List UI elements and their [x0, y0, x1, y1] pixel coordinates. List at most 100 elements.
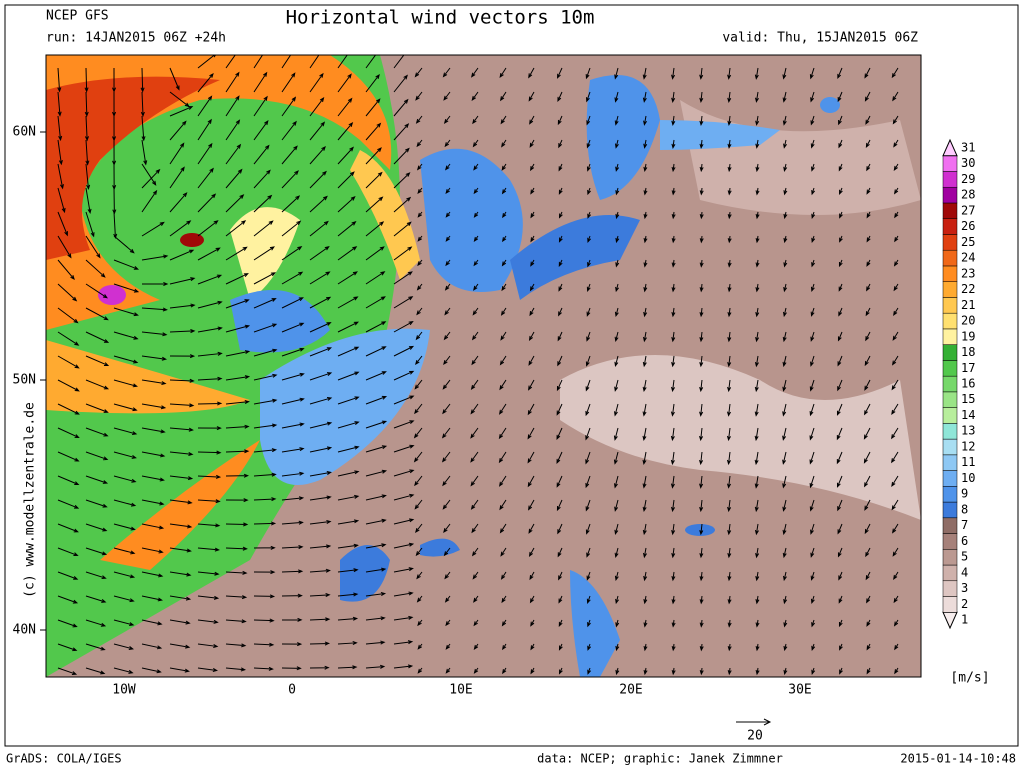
colorbar-cell [942, 202, 958, 219]
colorbar-cell [942, 297, 958, 314]
wind-arrow [866, 643, 871, 651]
wind-arrow [614, 115, 619, 126]
wind-arrow [84, 115, 89, 142]
wind-arrow [393, 196, 412, 213]
footer-right: 2015-01-14-10:48 [900, 752, 1016, 766]
wind-arrow [281, 322, 305, 333]
wind-arrow [197, 474, 222, 479]
wind-arrow [393, 615, 414, 621]
wind-arrow [754, 67, 759, 80]
wind-arrow [57, 163, 64, 190]
wind-arrow [253, 194, 273, 213]
wind-arrow [727, 283, 732, 293]
wind-arrow [253, 71, 268, 93]
wind-arrow [309, 495, 332, 501]
wind-arrow [415, 331, 423, 341]
wind-arrow [197, 300, 223, 309]
wind-arrow [810, 547, 815, 558]
wind-arrow [866, 259, 871, 267]
wind-arrow [393, 395, 415, 405]
wind-arrow [57, 187, 66, 214]
wind-arrow [393, 640, 414, 645]
wind-arrow [810, 595, 815, 605]
wind-arrow [197, 95, 213, 117]
wind-arrow [365, 271, 386, 285]
wind-arrow [642, 379, 647, 393]
wind-arrow [169, 329, 196, 334]
wind-arrow [755, 235, 760, 244]
wind-arrow [755, 619, 760, 628]
wind-arrow [253, 348, 278, 357]
wind-arrow [864, 67, 871, 79]
wind-arrow [253, 545, 276, 550]
wind-arrow [643, 211, 648, 220]
wind-arrow [811, 163, 815, 172]
wind-arrow [414, 67, 423, 78]
wind-arrow [113, 379, 138, 388]
wind-arrow [281, 96, 297, 117]
wind-arrow [527, 451, 535, 464]
wind-arrow [85, 595, 107, 603]
wind-arrow [85, 307, 109, 321]
wind-arrow [169, 67, 180, 91]
wind-arrow [501, 619, 507, 627]
wind-arrow [528, 499, 535, 511]
wind-arrow [558, 139, 563, 149]
wind-arrow [417, 235, 423, 242]
wind-arrow [141, 619, 163, 626]
wind-arrow [499, 355, 507, 366]
wind-arrow [727, 403, 732, 417]
wind-arrow [57, 451, 80, 462]
wind-arrow [642, 475, 647, 489]
colorbar-label: 3 [961, 581, 968, 595]
colorbar-label: 9 [961, 487, 968, 501]
wind-arrow [169, 499, 193, 505]
wind-arrow [699, 163, 704, 173]
colorbar-cell [942, 549, 958, 566]
wind-arrow [783, 187, 788, 196]
map [46, 55, 921, 677]
wind-arrow [866, 595, 871, 604]
wind-arrow [864, 499, 871, 511]
wind-arrow [727, 595, 732, 605]
wind-arrow [169, 547, 192, 553]
colorbar-cell [942, 234, 958, 251]
wind-arrow [393, 221, 412, 237]
wind-arrow [809, 379, 815, 392]
wind-arrow [57, 211, 68, 237]
wind-arrow [443, 115, 451, 124]
wind-arrow [671, 259, 676, 268]
wind-arrow [671, 547, 676, 559]
wind-arrow [365, 147, 382, 165]
wind-arrow [671, 355, 676, 368]
wind-arrow [141, 475, 165, 482]
wind-arrow [671, 163, 676, 173]
colorbar-cell [942, 312, 958, 330]
wind-arrow [585, 67, 591, 80]
wind-arrow [225, 194, 245, 213]
wind-arrow [225, 570, 248, 575]
wind-arrow [699, 331, 704, 343]
wind-arrow [141, 331, 168, 337]
wind-arrow [838, 571, 843, 581]
wind-arrow [57, 91, 62, 117]
wind-arrow [281, 447, 305, 453]
wind-arrow [393, 420, 415, 429]
wind-arrow [225, 299, 250, 309]
wind-arrow [113, 595, 135, 603]
wind-arrow [281, 397, 305, 405]
wind-arrow [169, 354, 196, 359]
wind-arrow [225, 273, 249, 285]
wind-arrow [57, 619, 78, 628]
wind-arrow [197, 72, 214, 93]
wind-arrow [169, 106, 194, 117]
wind-arrow [197, 326, 223, 333]
wind-arrow [337, 470, 360, 477]
wind-arrow [417, 643, 423, 650]
wind-arrow [837, 523, 843, 535]
wind-arrow [337, 616, 359, 621]
wind-arrow [615, 187, 620, 196]
wind-arrow [587, 259, 591, 268]
wind-arrow [365, 221, 385, 237]
wind-arrow [783, 163, 788, 172]
